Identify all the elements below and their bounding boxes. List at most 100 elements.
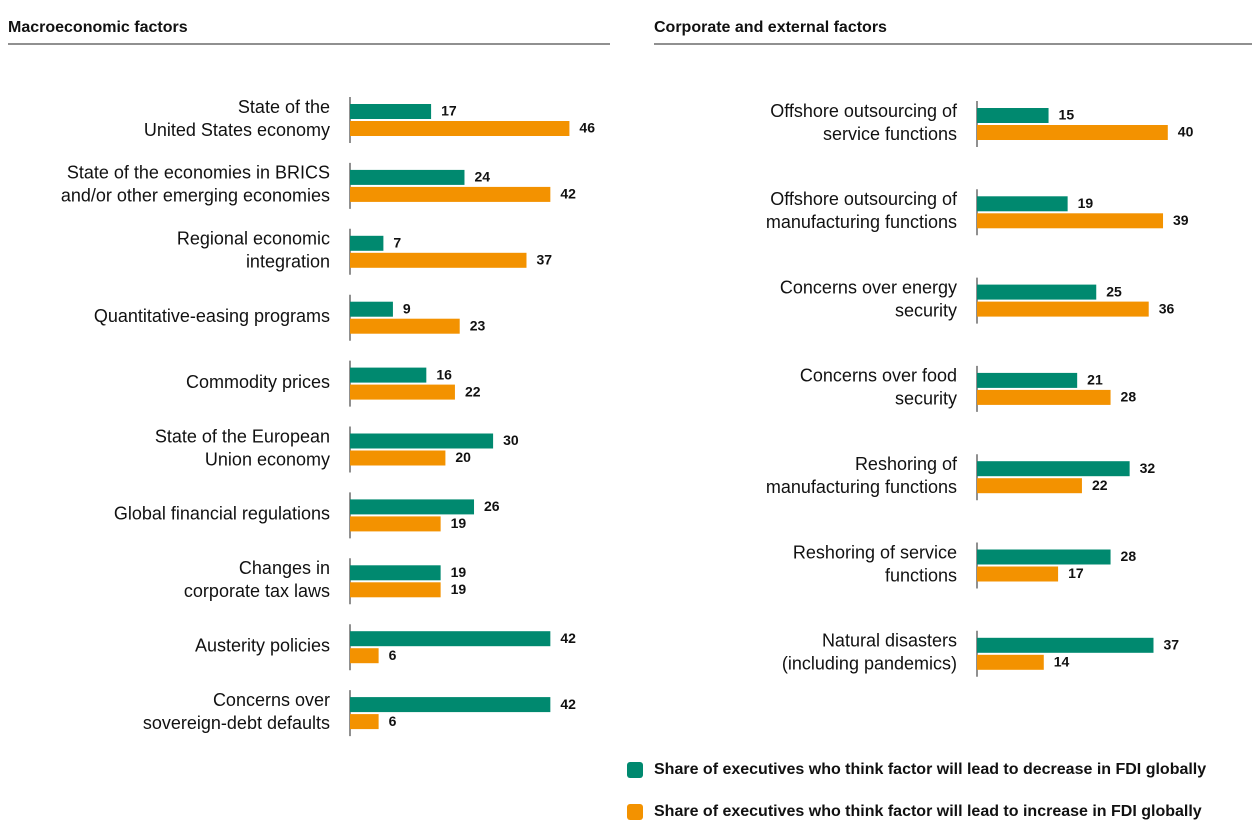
legend-swatch <box>627 804 643 820</box>
bar <box>350 186 551 202</box>
bar <box>350 367 427 383</box>
category-label: Concerns over energy <box>780 277 957 297</box>
category-label: service functions <box>823 124 957 144</box>
value-label: 15 <box>1059 107 1075 123</box>
bar <box>977 301 1149 317</box>
bar <box>977 284 1097 300</box>
category-label: Offshore outsourcing of <box>770 101 958 121</box>
value-label: 17 <box>1068 565 1084 581</box>
value-label: 6 <box>389 647 397 663</box>
value-label: 25 <box>1106 283 1122 299</box>
category-label: (including pandemics) <box>782 654 957 674</box>
bar <box>350 384 455 400</box>
value-label: 30 <box>503 432 519 448</box>
category-label: State of the <box>238 97 330 117</box>
category-label: United States economy <box>144 120 330 140</box>
bar <box>350 450 446 466</box>
value-label: 24 <box>474 169 490 185</box>
bar <box>977 125 1168 140</box>
bar <box>350 697 551 713</box>
value-label: 32 <box>1140 460 1156 476</box>
category-label: functions <box>885 565 957 585</box>
value-label: 23 <box>470 317 486 333</box>
value-label: 19 <box>1078 195 1094 211</box>
bar <box>350 565 441 581</box>
bar <box>977 637 1154 653</box>
bar <box>977 372 1078 388</box>
value-label: 37 <box>1163 637 1179 653</box>
category-label: Changes in <box>239 558 330 578</box>
category-label: Regional economic <box>177 229 330 249</box>
bar <box>350 648 379 664</box>
value-label: 19 <box>451 515 467 531</box>
value-label: 16 <box>436 366 452 382</box>
category-label: Reshoring of service <box>793 542 957 562</box>
bar <box>350 104 432 119</box>
category-label: Offshore outsourcing of <box>770 189 958 209</box>
bar <box>350 499 475 515</box>
bar <box>350 318 460 334</box>
value-label: 46 <box>579 120 595 136</box>
value-label: 19 <box>451 581 467 597</box>
bar <box>977 461 1130 477</box>
value-label: 39 <box>1173 212 1189 228</box>
legend-label: Share of executives who think factor wil… <box>654 761 1206 778</box>
legend-label: Share of executives who think factor wil… <box>654 803 1202 820</box>
bar <box>977 654 1044 670</box>
category-label: security <box>895 300 957 320</box>
value-label: 6 <box>389 713 397 729</box>
bar <box>350 169 465 185</box>
category-label: corporate tax laws <box>184 581 330 601</box>
value-label: 20 <box>455 449 471 465</box>
value-label: 7 <box>393 235 401 251</box>
bar <box>977 108 1049 123</box>
category-label: sovereign-debt defaults <box>143 713 330 733</box>
value-label: 28 <box>1121 389 1137 405</box>
bar <box>977 478 1082 494</box>
bar <box>350 516 441 532</box>
category-label: Concerns over food <box>800 366 957 386</box>
category-label: manufacturing functions <box>766 212 957 232</box>
chart-title: Corporate and external factors <box>654 19 887 36</box>
value-label: 19 <box>451 564 467 580</box>
chart-title: Macroeconomic factors <box>8 19 188 36</box>
value-label: 22 <box>465 383 481 399</box>
bar <box>350 235 384 251</box>
value-label: 26 <box>484 498 500 514</box>
value-label: 28 <box>1121 548 1137 564</box>
bar <box>977 196 1068 212</box>
category-label: Concerns over <box>213 690 330 710</box>
value-label: 40 <box>1178 124 1194 140</box>
legend-swatch <box>627 762 643 778</box>
value-label: 17 <box>441 103 457 119</box>
category-label: and/or other emerging economies <box>61 186 330 206</box>
category-label: Austerity policies <box>195 635 330 655</box>
bar <box>977 389 1111 405</box>
category-label: Natural disasters <box>822 631 957 651</box>
bar <box>977 566 1059 582</box>
bar <box>350 714 379 730</box>
category-label: integration <box>246 252 330 272</box>
bar <box>977 549 1111 565</box>
bar <box>350 433 494 449</box>
value-label: 42 <box>560 696 576 712</box>
category-label: State of the European <box>155 426 330 446</box>
value-label: 9 <box>403 300 411 316</box>
category-label: Reshoring of <box>855 454 958 474</box>
value-label: 36 <box>1159 300 1175 316</box>
category-label: Quantitative-easing programs <box>94 306 330 326</box>
category-label: Global financial regulations <box>114 504 330 524</box>
value-label: 42 <box>560 630 576 646</box>
category-label: manufacturing functions <box>766 477 957 497</box>
bar <box>350 252 527 268</box>
category-label: State of the economies in BRICS <box>67 163 330 183</box>
bar <box>977 213 1164 229</box>
value-label: 14 <box>1054 654 1070 670</box>
value-label: 22 <box>1092 477 1108 493</box>
bar <box>350 121 570 136</box>
bar <box>350 301 393 317</box>
value-label: 42 <box>560 186 576 202</box>
value-label: 21 <box>1087 372 1103 388</box>
category-label: Commodity prices <box>186 372 330 392</box>
